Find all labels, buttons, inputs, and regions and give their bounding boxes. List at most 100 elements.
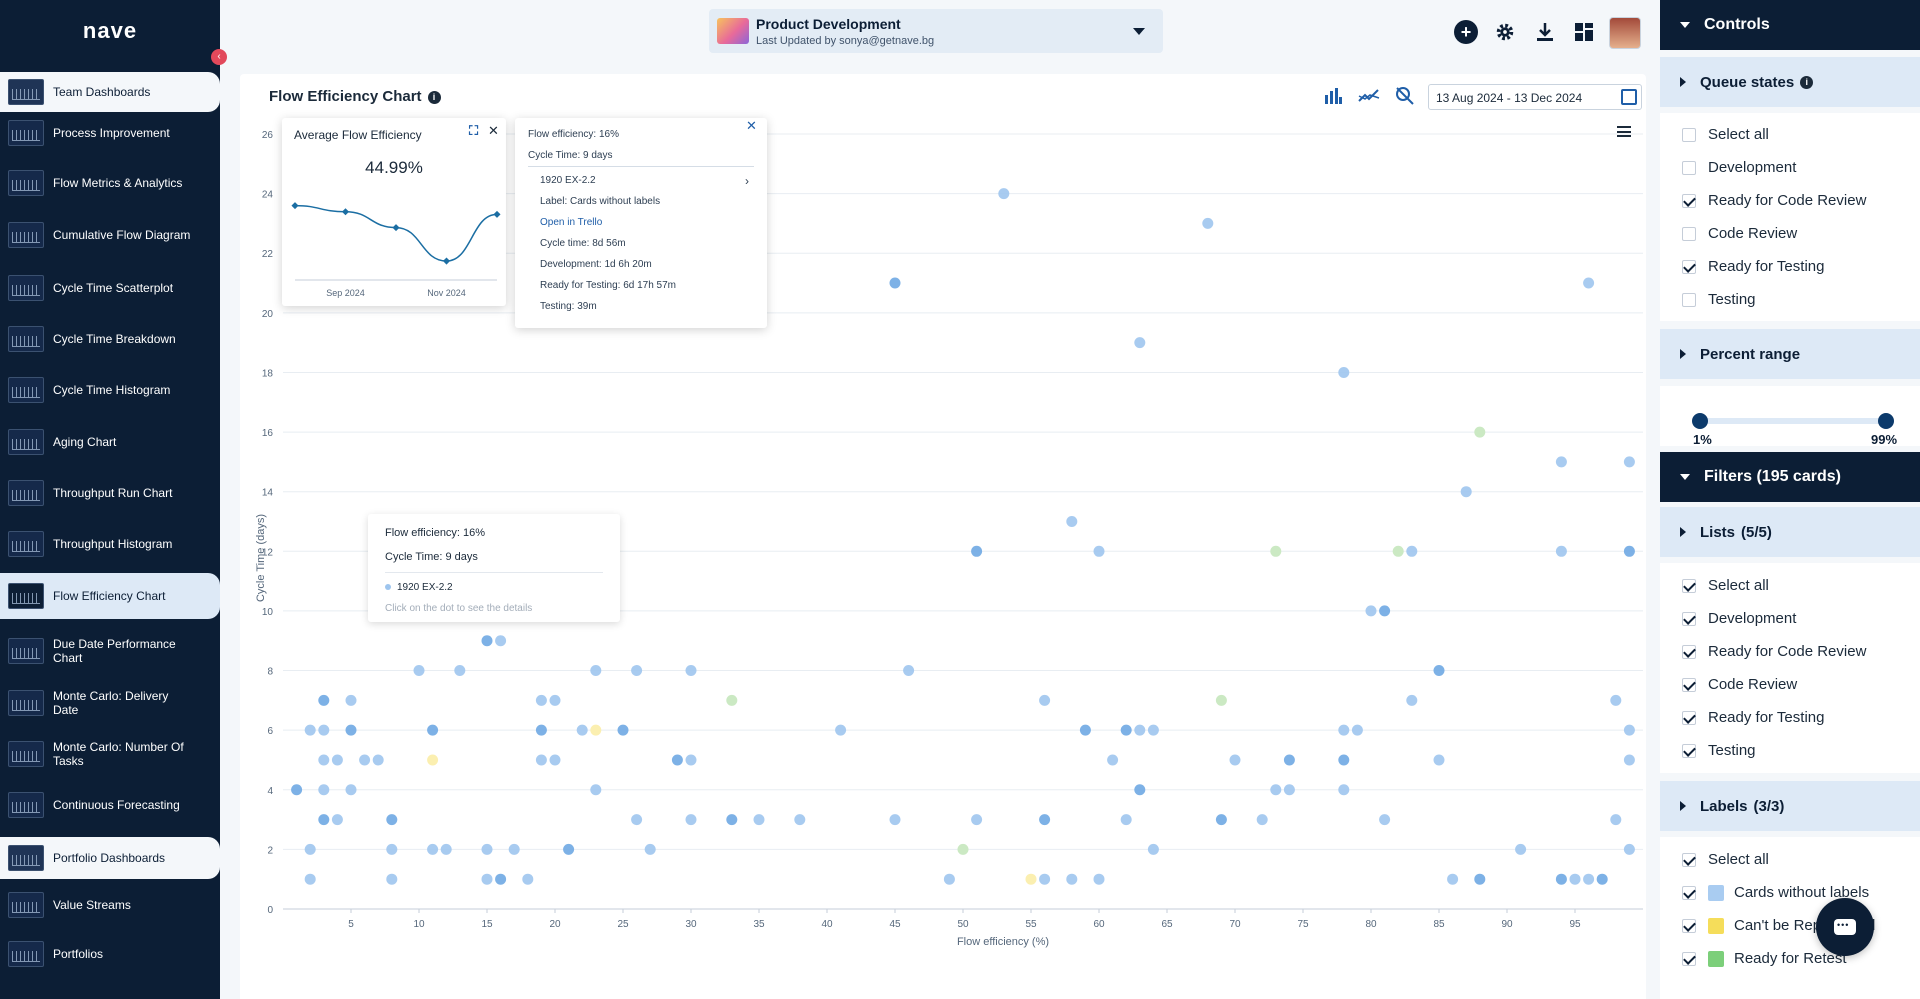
checkbox[interactable] xyxy=(1682,644,1696,659)
data-point[interactable] xyxy=(1583,873,1595,885)
zoom-reset-icon[interactable] xyxy=(1393,84,1417,108)
data-point[interactable] xyxy=(386,843,398,855)
data-point[interactable] xyxy=(1229,754,1241,766)
sidebar-item-continuous-forecasting[interactable]: Continuous Forecasting xyxy=(0,784,220,826)
data-point[interactable] xyxy=(427,843,439,855)
data-point[interactable] xyxy=(427,724,439,736)
date-range-input[interactable]: 13 Aug 2024 - 13 Dec 2024 xyxy=(1428,84,1642,110)
range-max-handle[interactable] xyxy=(1878,413,1894,429)
data-point[interactable] xyxy=(1283,784,1295,796)
data-point[interactable] xyxy=(1134,724,1146,736)
checkbox[interactable] xyxy=(1682,918,1696,933)
data-point[interactable] xyxy=(1379,605,1391,617)
option-testing[interactable]: Testing xyxy=(1682,742,1756,759)
data-point[interactable] xyxy=(889,277,901,289)
settings-icon[interactable] xyxy=(1493,20,1517,44)
option-ready-for-retest[interactable]: Ready for Retest xyxy=(1682,950,1847,967)
checkbox[interactable] xyxy=(1682,160,1696,175)
data-point[interactable] xyxy=(1583,277,1595,289)
checkbox[interactable] xyxy=(1682,951,1696,966)
data-point-yellow[interactable] xyxy=(590,724,602,736)
trend-line-icon[interactable] xyxy=(1357,84,1381,108)
sidebar-item-monte-carlo-delivery-date[interactable]: Monte Carlo: Delivery Date xyxy=(0,680,220,726)
data-point[interactable] xyxy=(481,843,493,855)
data-point[interactable] xyxy=(413,665,425,677)
download-icon[interactable] xyxy=(1533,20,1557,44)
data-point[interactable] xyxy=(631,814,643,826)
option-ready-for-code-review[interactable]: Ready for Code Review xyxy=(1682,643,1866,660)
data-point-yellow[interactable] xyxy=(427,754,439,766)
data-point[interactable] xyxy=(1379,814,1391,826)
data-point[interactable] xyxy=(889,814,901,826)
option-testing[interactable]: Testing xyxy=(1682,291,1756,308)
data-point[interactable] xyxy=(1120,814,1132,826)
checkbox[interactable] xyxy=(1682,611,1696,626)
data-point[interactable] xyxy=(291,784,303,796)
data-point[interactable] xyxy=(1283,754,1295,766)
data-point[interactable] xyxy=(331,754,343,766)
data-point[interactable] xyxy=(1555,545,1567,557)
data-point[interactable] xyxy=(1515,843,1527,855)
data-point[interactable] xyxy=(318,754,330,766)
data-point-green[interactable] xyxy=(957,843,969,855)
sidebar-item-portfolio-dashboards[interactable]: Portfolio Dashboards xyxy=(0,837,220,879)
data-point[interactable] xyxy=(454,665,466,677)
option-select-all[interactable]: Select all xyxy=(1682,851,1769,868)
data-point[interactable] xyxy=(304,843,316,855)
detail-card-id[interactable]: 1920 EX-2.2 xyxy=(540,175,596,186)
sidebar-item-team-dashboards[interactable]: Team Dashboards xyxy=(0,72,220,112)
chevron-down-icon[interactable] xyxy=(1133,28,1145,35)
checkbox[interactable] xyxy=(1682,259,1696,274)
checkbox[interactable] xyxy=(1682,292,1696,307)
data-point[interactable] xyxy=(1351,724,1363,736)
checkbox[interactable] xyxy=(1682,127,1696,142)
data-point[interactable] xyxy=(1623,843,1635,855)
checkbox[interactable] xyxy=(1682,677,1696,692)
data-point[interactable] xyxy=(563,843,575,855)
option-development[interactable]: Development xyxy=(1682,610,1796,627)
data-point[interactable] xyxy=(1039,873,1051,885)
option-development[interactable]: Development xyxy=(1682,159,1796,176)
data-point[interactable] xyxy=(1256,814,1268,826)
sidebar-item-value-streams[interactable]: Value Streams xyxy=(0,884,220,926)
lists-header[interactable]: Lists (5/5) xyxy=(1660,507,1920,557)
data-point[interactable] xyxy=(372,754,384,766)
chevron-right-icon[interactable]: › xyxy=(745,174,749,188)
data-point-green[interactable] xyxy=(1474,426,1486,438)
data-point[interactable] xyxy=(1623,545,1635,557)
controls-header[interactable]: Controls xyxy=(1660,0,1920,50)
data-point[interactable] xyxy=(1338,724,1350,736)
data-point[interactable] xyxy=(1447,873,1459,885)
percent-range-header[interactable]: Percent range xyxy=(1660,329,1920,379)
data-point[interactable] xyxy=(835,724,847,736)
data-point[interactable] xyxy=(481,873,493,885)
chat-support-button[interactable] xyxy=(1816,898,1874,956)
labels-header[interactable]: Labels (3/3) xyxy=(1660,781,1920,831)
data-point[interactable] xyxy=(671,754,683,766)
data-point[interactable] xyxy=(644,843,656,855)
sidebar-item-cycle-time-histogram[interactable]: Cycle Time Histogram xyxy=(0,369,220,411)
data-point[interactable] xyxy=(1066,516,1078,527)
sidebar-item-flow-efficiency-chart[interactable]: Flow Efficiency Chart xyxy=(0,573,220,619)
data-point[interactable] xyxy=(1406,694,1418,706)
data-point[interactable] xyxy=(1433,754,1445,766)
data-point[interactable] xyxy=(1610,814,1622,826)
option-code-review[interactable]: Code Review xyxy=(1682,225,1797,242)
checkbox[interactable] xyxy=(1682,193,1696,208)
sidebar-collapse-icon[interactable]: ‹ xyxy=(211,49,227,65)
data-point[interactable] xyxy=(1596,873,1608,885)
expand-icon[interactable]: ⛶ xyxy=(469,123,479,138)
info-icon[interactable]: i xyxy=(427,91,441,104)
data-point-green[interactable] xyxy=(1392,545,1404,557)
data-point[interactable] xyxy=(1202,217,1214,229)
option-select-all[interactable]: Select all xyxy=(1682,126,1769,143)
open-in-trello-link[interactable]: Open in Trello xyxy=(540,217,603,228)
bar-chart-icon[interactable] xyxy=(1321,84,1345,108)
data-point[interactable] xyxy=(753,814,765,826)
sidebar-item-monte-carlo-number-of-tasks[interactable]: Monte Carlo: Number Of Tasks xyxy=(0,731,220,777)
data-point[interactable] xyxy=(794,814,806,826)
data-point[interactable] xyxy=(440,843,452,855)
data-point[interactable] xyxy=(304,873,316,885)
data-point[interactable] xyxy=(1555,456,1567,468)
data-point[interactable] xyxy=(998,188,1010,200)
